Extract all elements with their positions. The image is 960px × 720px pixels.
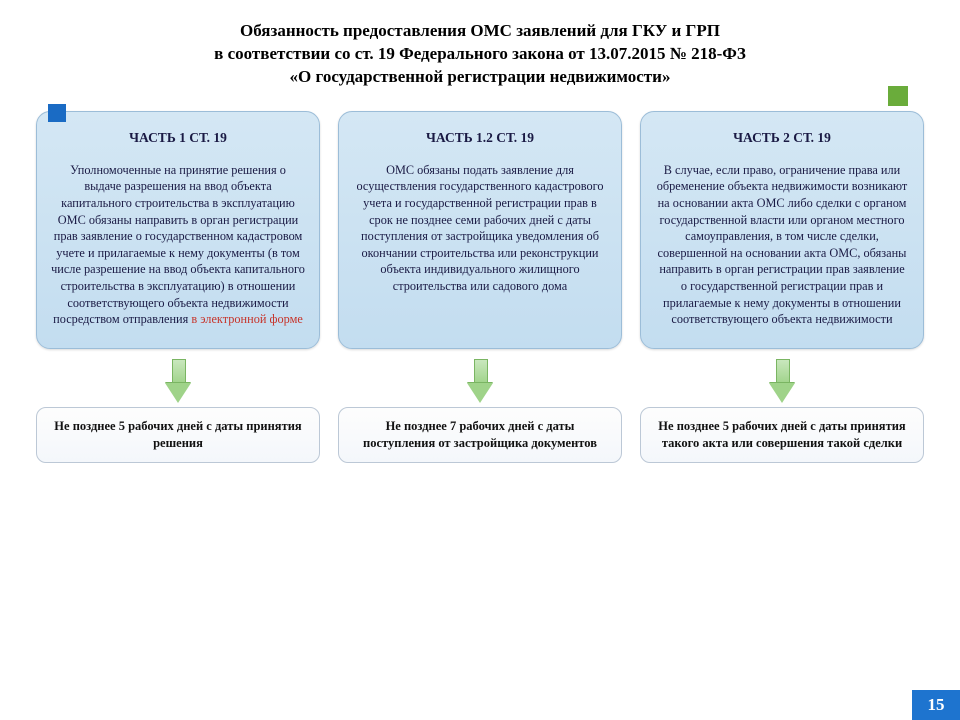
deadline-card: Не позднее 7 рабочих дней с даты поступл… [338,407,622,463]
card-part-2: ЧАСТЬ 2 СТ. 19 В случае, если право, огр… [640,111,924,349]
arrow-down-icon [769,359,795,403]
title-line-3: «О государственной регистрации недвижимо… [30,66,930,89]
card-heading: ЧАСТЬ 1 СТ. 19 [51,130,305,146]
card-body-text: В случае, если право, ограничение права … [657,163,908,326]
deadline-row: Не позднее 5 рабочих дней с даты приняти… [30,407,930,463]
card-part-1-2: ЧАСТЬ 1.2 СТ. 19 ОМС обязаны подать заяв… [338,111,622,349]
decoration-square-blue [48,104,66,122]
deadline-card: Не позднее 5 рабочих дней с даты приняти… [36,407,320,463]
card-body: Уполномоченные на принятие решения о выд… [51,162,305,328]
card-body-highlight: в электронной форме [191,312,302,326]
arrow-down-icon [467,359,493,403]
card-row: ЧАСТЬ 1 СТ. 19 Уполномоченные на приняти… [30,111,930,349]
card-part-1: ЧАСТЬ 1 СТ. 19 Уполномоченные на приняти… [36,111,320,349]
arrow-row [30,359,930,403]
arrow-wrap [640,359,924,403]
card-body: В случае, если право, ограничение права … [655,162,909,328]
title-line-1: Обязанность предоставления ОМС заявлений… [30,20,930,43]
title-line-2: в соответствии со ст. 19 Федерального за… [30,43,930,66]
card-body-text: ОМС обязаны подать заявление для осущест… [356,163,603,293]
arrow-wrap [338,359,622,403]
page-number-badge: 15 [912,690,960,720]
card-heading: ЧАСТЬ 2 СТ. 19 [655,130,909,146]
decoration-square-green [888,86,908,106]
arrow-down-icon [165,359,191,403]
card-body-text: Уполномоченные на принятие решения о выд… [51,163,305,326]
slide: Обязанность предоставления ОМС заявлений… [0,0,960,720]
slide-title: Обязанность предоставления ОМС заявлений… [30,20,930,89]
card-body: ОМС обязаны подать заявление для осущест… [353,162,607,295]
card-heading: ЧАСТЬ 1.2 СТ. 19 [353,130,607,146]
arrow-wrap [36,359,320,403]
deadline-card: Не позднее 5 рабочих дней с даты приняти… [640,407,924,463]
